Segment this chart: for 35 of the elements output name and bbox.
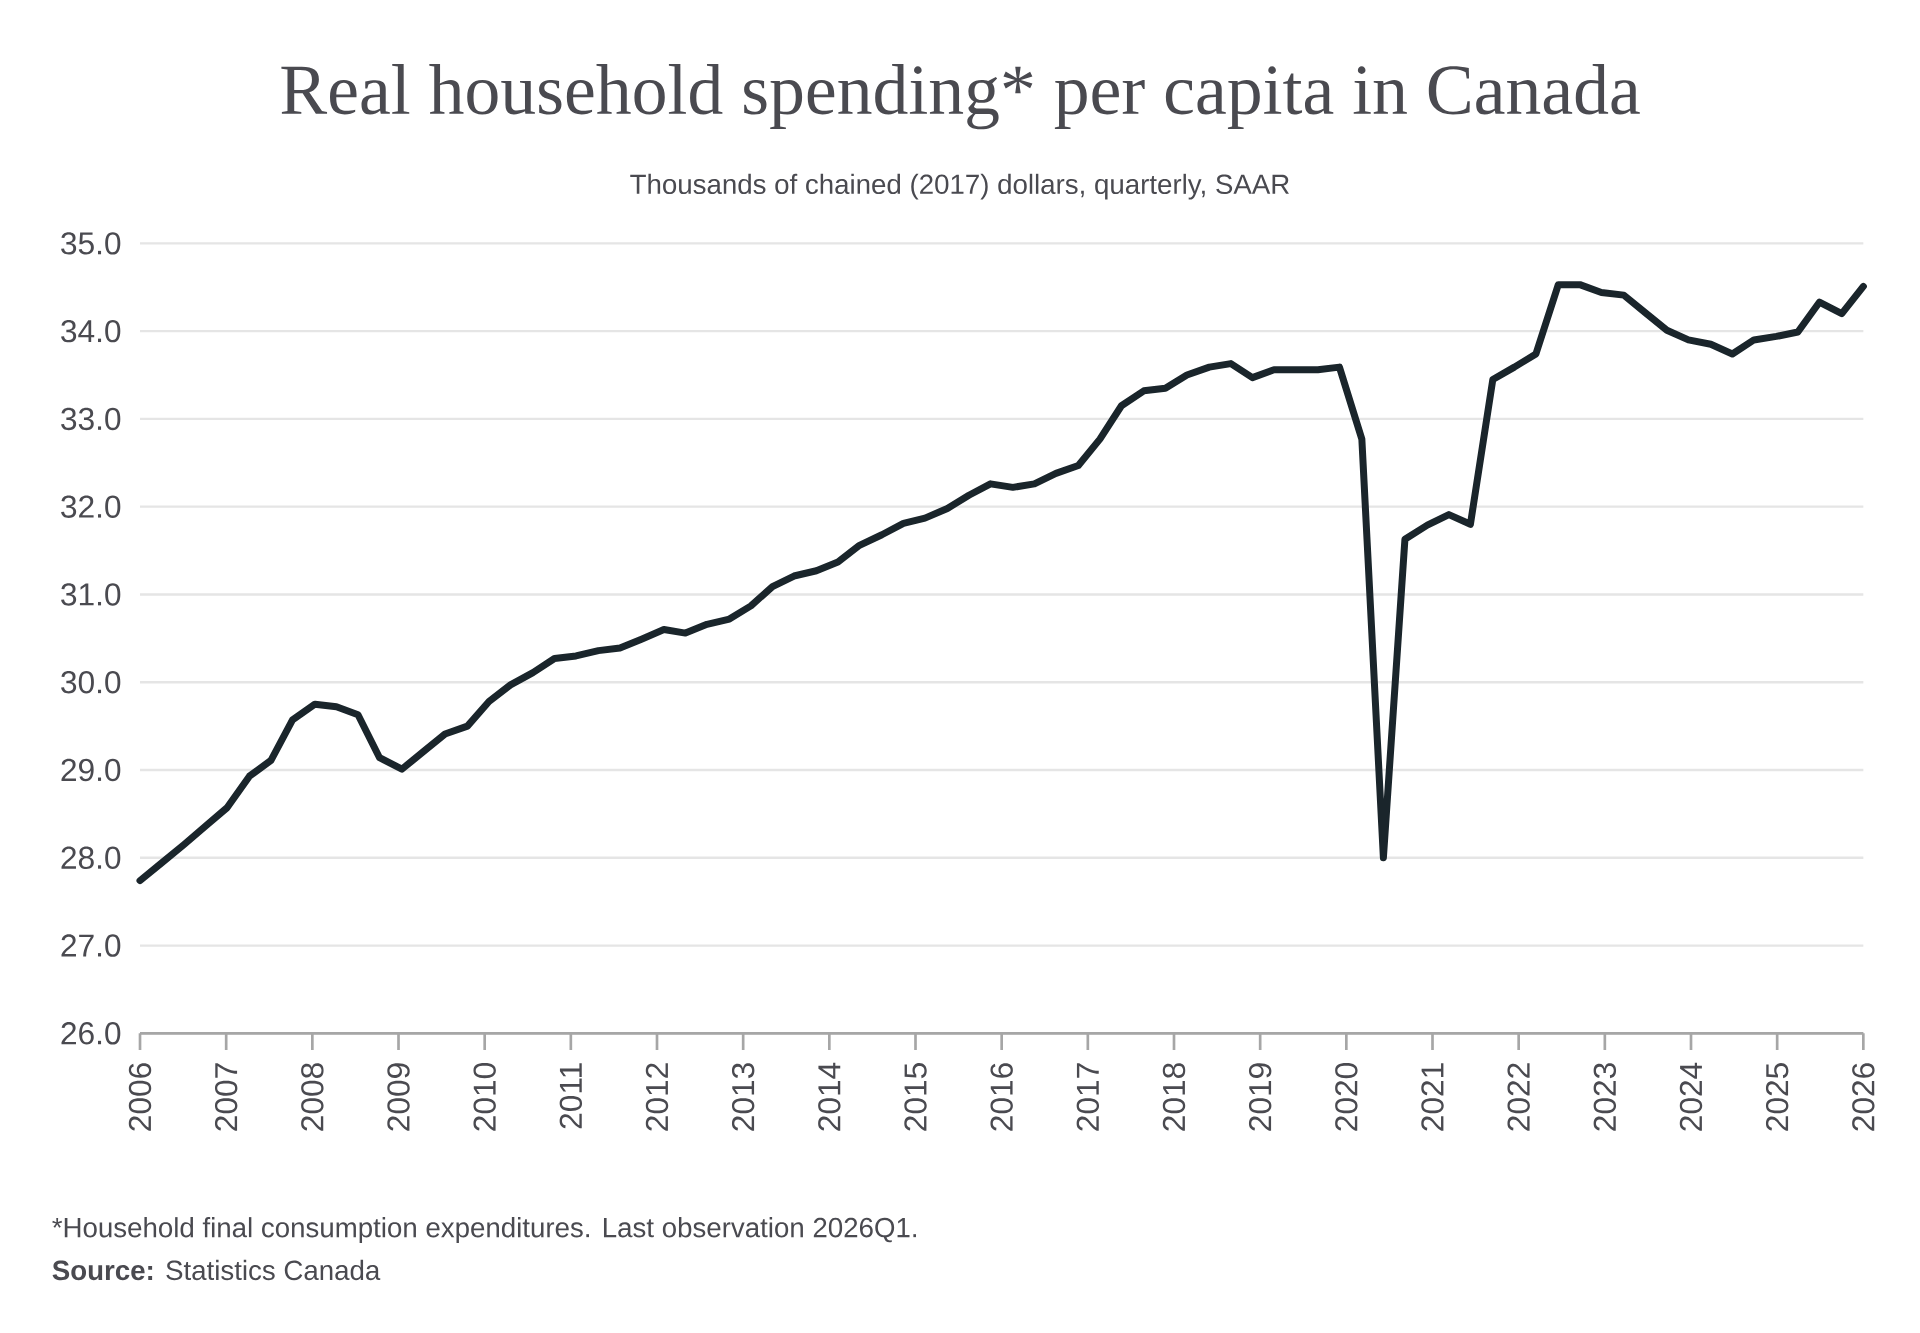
x-tick-label: 2016 xyxy=(990,1063,1013,1131)
x-tick-label: 2012 xyxy=(645,1063,669,1131)
x-tick-label: 2024 xyxy=(1679,1062,1703,1131)
x-tick-label: 2013 xyxy=(731,1063,755,1131)
y-tick-label: 28.0 xyxy=(61,846,121,869)
y-tick-label: 30.0 xyxy=(61,670,121,694)
text: *Household final consumption expenditures. Last observation 2026Q1. xyxy=(52,1216,917,1243)
x-tick-label: 2021 xyxy=(1421,1063,1444,1131)
x-tick-label: 2015 xyxy=(904,1062,927,1131)
x-tick-label: 2008 xyxy=(301,1062,324,1131)
y-tick-label: 27.0 xyxy=(61,934,121,957)
y-tick-label: 35.0 xyxy=(61,232,121,255)
x-tick-label: 2025 xyxy=(1765,1062,1789,1131)
x-tick-label: 2019 xyxy=(1248,1063,1272,1131)
x-tick-label: 2007 xyxy=(214,1063,238,1131)
x-tick-label: 2023 xyxy=(1593,1063,1617,1131)
chart-subtitle: Thousands of chained (2017) dollars, quarterly, SAAR xyxy=(630,173,1289,200)
x-tick-label: 2017 xyxy=(1076,1063,1100,1131)
y-tick-label: 26.0 xyxy=(61,1021,121,1045)
y-tick-label: 29.0 xyxy=(61,758,121,782)
x-tick-label: 2020 xyxy=(1335,1062,1358,1131)
x-tick-label: 2006 xyxy=(128,1063,152,1131)
x-tick-label: 2022 xyxy=(1507,1063,1530,1131)
x-tick-label: 2011 xyxy=(559,1063,583,1129)
y-tick-label: 33.0 xyxy=(61,407,121,430)
y-tick-label: 34.0 xyxy=(61,319,121,343)
x-tick-label: 2018 xyxy=(1162,1062,1186,1131)
chart-title: Real household spending* per capita in Canada xyxy=(281,63,1640,130)
x-tick-label: 2009 xyxy=(387,1063,410,1131)
x-tick-label: 2014 xyxy=(818,1062,841,1131)
y-tick-label: 32.0 xyxy=(61,495,121,518)
y-tick-label: 31.0 xyxy=(61,583,121,606)
text: Source: Statistics Canada xyxy=(52,1259,381,1280)
x-tick-label: 2026 xyxy=(1852,1063,1875,1131)
x-tick-label: 2010 xyxy=(473,1062,496,1131)
